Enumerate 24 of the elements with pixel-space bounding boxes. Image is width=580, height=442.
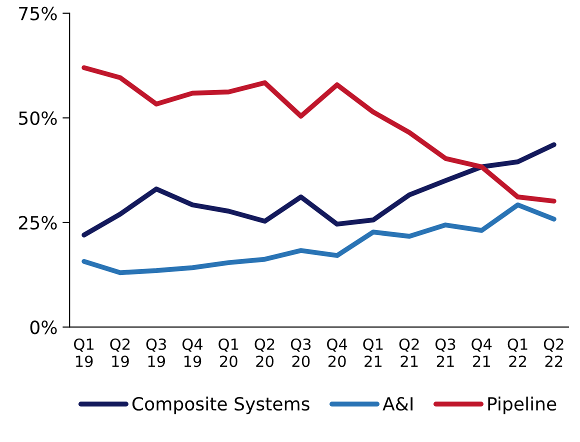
line-series bbox=[82, 202, 556, 276]
legend-label: Composite Systems bbox=[132, 396, 310, 414]
x-tick-label: Q2 19 bbox=[110, 338, 130, 368]
x-tick-label: Q4 19 bbox=[182, 338, 203, 368]
legend-label: Pipeline bbox=[488, 396, 556, 414]
legend-label: A&I bbox=[382, 397, 412, 411]
x-tick-label: Q2 22 bbox=[544, 338, 564, 367]
x-tick-label: Q3 21 bbox=[435, 338, 456, 367]
x-tick-label: Q1 21 bbox=[363, 338, 383, 367]
x-tick-label: Q2 21 bbox=[399, 338, 419, 367]
y-tick-label: 50% bbox=[19, 111, 57, 125]
line-series bbox=[82, 65, 556, 204]
y-tick-label: 25% bbox=[18, 216, 57, 230]
x-tick-label: Q1 19 bbox=[74, 338, 94, 368]
y-tick-label: 75% bbox=[19, 6, 57, 20]
x-tick-label: Q4 21 bbox=[472, 338, 492, 367]
x-tick-label: Q4 20 bbox=[327, 338, 348, 368]
x-tick-label: Q3 19 bbox=[146, 338, 166, 368]
y-tick-label: 0% bbox=[30, 320, 57, 334]
x-tick-label: Q2 20 bbox=[254, 338, 274, 368]
x-tick-label: Q1 22 bbox=[508, 338, 528, 367]
x-tick-label: Q3 20 bbox=[290, 338, 311, 368]
x-tick-label: Q1 20 bbox=[218, 338, 238, 368]
line-series bbox=[82, 142, 556, 238]
